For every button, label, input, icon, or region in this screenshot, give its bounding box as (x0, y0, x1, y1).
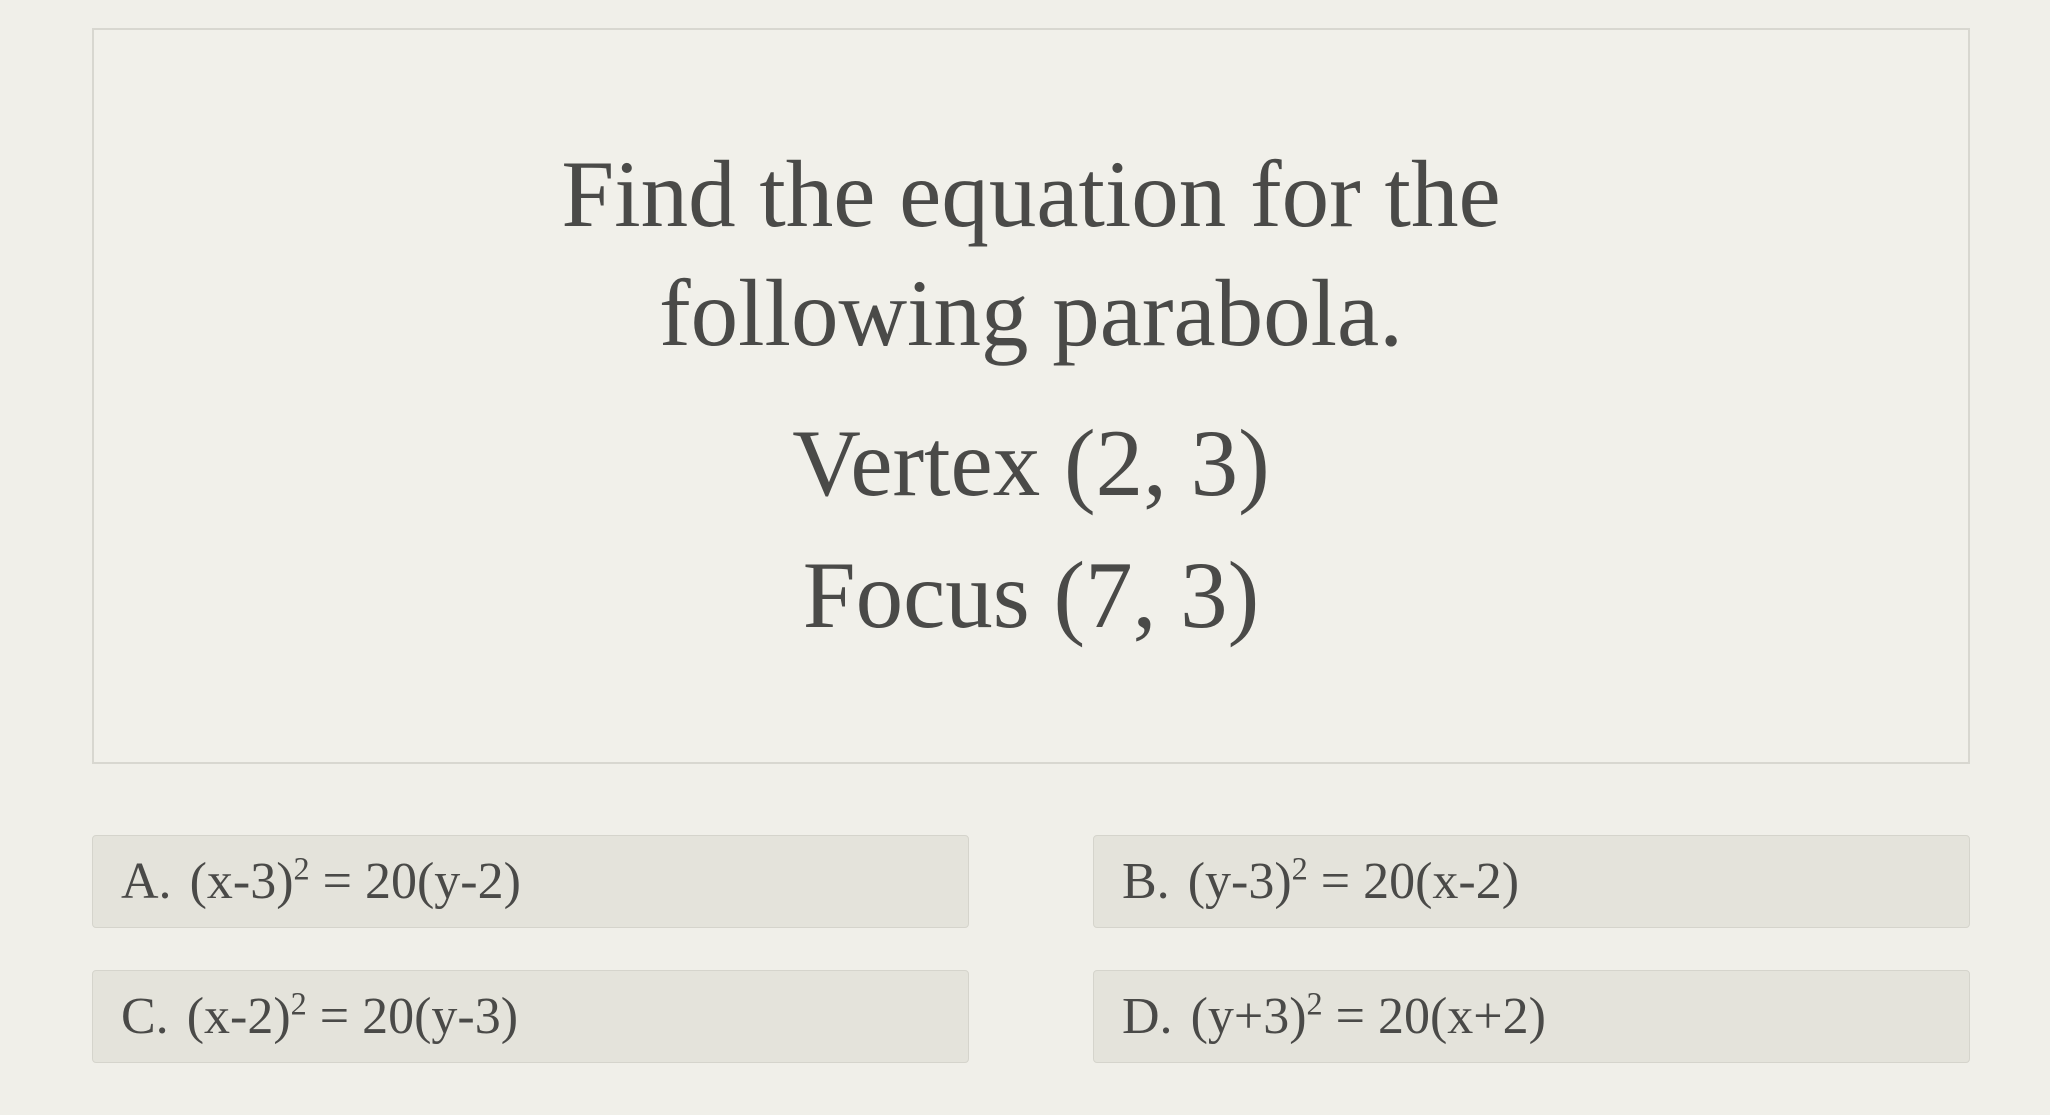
answer-grid: A. (x-3)2 = 20(y-2) B. (y-3)2 = 20(x-2) … (92, 835, 1970, 1063)
question-prompt-line2: following parabola. (659, 254, 1403, 373)
question-box: Find the equation for the following para… (92, 28, 1970, 764)
answer-equation-c: (x-2)2 = 20(y-3) (187, 987, 518, 1046)
answer-letter-b: B. (1122, 852, 1170, 911)
answer-option-b[interactable]: B. (y-3)2 = 20(x-2) (1093, 835, 1970, 928)
answer-equation-a: (x-3)2 = 20(y-2) (190, 852, 521, 911)
question-prompt-line1: Find the equation for the (561, 135, 1500, 254)
answer-letter-d: D. (1122, 987, 1173, 1046)
answer-letter-c: C. (121, 987, 169, 1046)
vertex-info: Vertex (2, 3) (792, 402, 1269, 526)
answer-equation-d: (y+3)2 = 20(x+2) (1191, 987, 1546, 1046)
answer-option-c[interactable]: C. (x-2)2 = 20(y-3) (92, 970, 969, 1063)
answer-letter-a: A. (121, 852, 172, 911)
answer-equation-b: (y-3)2 = 20(x-2) (1188, 852, 1519, 911)
answer-option-d[interactable]: D. (y+3)2 = 20(x+2) (1093, 970, 1970, 1063)
answer-option-a[interactable]: A. (x-3)2 = 20(y-2) (92, 835, 969, 928)
focus-info: Focus (7, 3) (803, 534, 1260, 658)
